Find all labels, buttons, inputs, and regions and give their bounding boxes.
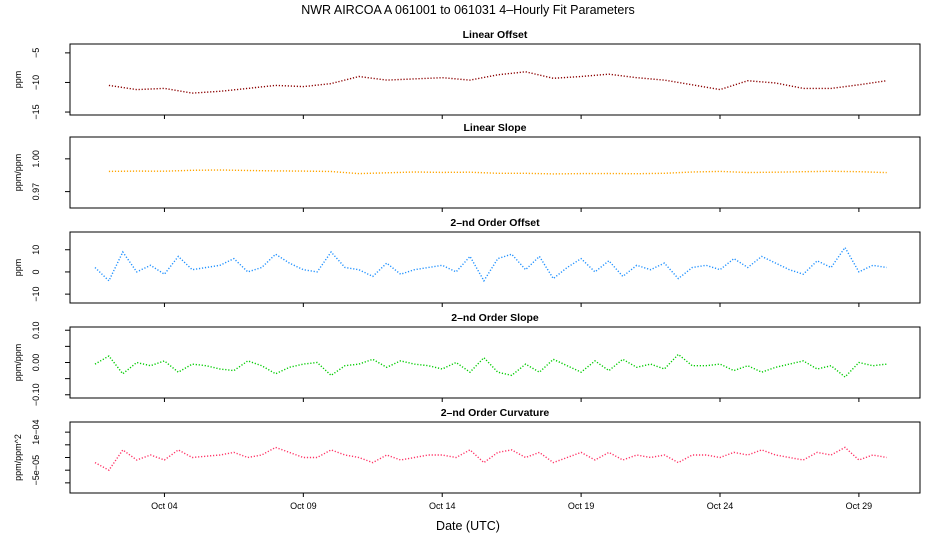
y-axis-label: ppm — [13, 71, 23, 89]
y-tick-label: −5 — [31, 48, 41, 58]
y-tick-label: −15 — [31, 104, 41, 119]
y-tick-label: 0 — [31, 269, 41, 274]
x-tick-label: Oct 09 — [290, 501, 317, 511]
series-line — [94, 446, 887, 472]
panel-title: Linear Offset — [463, 29, 528, 41]
panel-title: 2–nd Order Offset — [450, 217, 540, 229]
series-line — [108, 71, 887, 94]
series-line — [108, 169, 887, 175]
plot-frame — [69, 43, 921, 116]
y-tick-label: 10 — [31, 245, 41, 255]
x-tick-label: Oct 19 — [568, 501, 595, 511]
x-tick-label: Oct 14 — [429, 501, 456, 511]
series-line — [94, 246, 887, 283]
figure-title: NWR AIRCOA A 061001 to 061031 4–Hourly F… — [301, 3, 635, 17]
series-line — [94, 353, 887, 378]
y-tick-label: −5e−05 — [31, 455, 41, 486]
x-tick-label: Oct 24 — [707, 501, 734, 511]
panels: Linear Offset ppm −15 −10 −5 Linear Slope ppm/… — [13, 29, 921, 511]
panel-4: 2–nd Order Slope ppm/ppm −0.10 0.00 0.10 — [13, 312, 921, 406]
plot-frame — [69, 136, 921, 209]
y-tick-label: 0.00 — [31, 354, 41, 372]
panel-5: 2–nd Order Curvature ppm/ppm^2 −5e−05 1e−04… — [13, 407, 921, 511]
x-tick-label: Oct 04 — [151, 501, 178, 511]
x-axis-label: Date (UTC) — [436, 519, 500, 533]
y-tick-label: 0.97 — [31, 183, 41, 201]
y-tick-label: −10 — [31, 286, 41, 301]
panel-title: Linear Slope — [463, 122, 526, 134]
y-axis-label: ppm/ppm — [13, 154, 23, 192]
y-tick-label: 0.10 — [31, 321, 41, 339]
y-tick-label: −0.10 — [31, 383, 41, 406]
y-tick-label: −10 — [31, 75, 41, 90]
y-axis-label: ppm — [13, 259, 23, 277]
panel-3: 2–nd Order Offset ppm −10 0 10 — [13, 217, 921, 307]
plot-frame — [69, 231, 921, 304]
panel-1: Linear Offset ppm −15 −10 −5 — [13, 29, 921, 120]
panel-title: 2–nd Order Curvature — [441, 407, 550, 419]
y-tick-label: 1.00 — [31, 150, 41, 168]
panel-title: 2–nd Order Slope — [451, 312, 539, 324]
x-tick-label: Oct 29 — [846, 501, 873, 511]
y-tick-label: 1e−04 — [31, 420, 41, 445]
plot-frame — [69, 326, 921, 399]
panel-2: Linear Slope ppm/ppm 0.97 1.00 — [13, 122, 921, 212]
y-axis-label: ppm/ppm^2 — [13, 434, 23, 481]
y-axis-label: ppm/ppm — [13, 344, 23, 382]
